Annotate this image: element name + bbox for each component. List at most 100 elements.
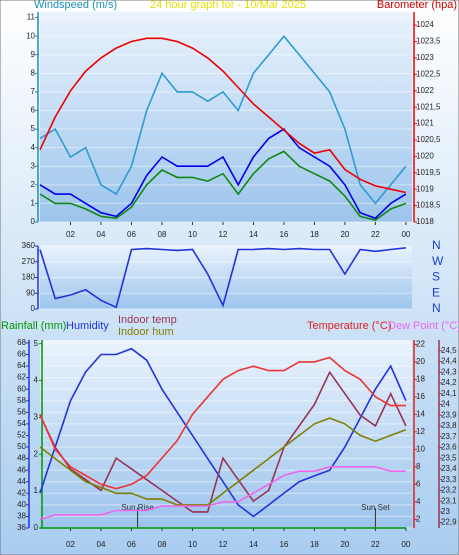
x-tick-label: 16 [279,230,288,239]
x-tick-label: 04 [97,540,106,549]
x-tick-label: 22 [371,540,380,549]
x-tick-label: 18 [310,540,319,549]
y4-tick-label: 22,9 [441,518,457,527]
x-tick-label: 02 [66,230,75,239]
y-tick-label: 0 [31,217,36,226]
y2-tick-label: 16 [416,392,425,401]
x-tick-label: 14 [249,540,258,549]
y-tick-label: 62 [17,373,26,382]
series-line [39,150,407,221]
y-tick-label: 38 [17,512,26,521]
y-tick-label: 46 [17,465,26,474]
y2-tick-label: 14 [416,409,425,418]
y-tick-label: 10 [26,31,35,40]
chart-title: 24 hour graph for - 10/Mar 2025 [150,0,306,11]
y-tick-label: 48 [17,454,26,463]
y-tick-label: 8 [31,68,36,77]
legend-label: Indoor temp [118,314,177,326]
y2-tick-label: N [432,238,441,252]
y2-axis-title: Barometer (hpa) [377,0,457,11]
x-tick-label: 00 [401,540,410,549]
y4-tick-label: 24,5 [441,346,457,355]
y2-tick-label: 6 [416,479,421,488]
y2-tick-label: 1020,5 [416,135,441,144]
x-tick-label: 02 [66,540,75,549]
y3-tick-label: 5 [34,339,39,348]
plot-area [40,12,412,222]
series-line [39,417,407,506]
y-tick-label: 90 [26,288,35,297]
y-tick-label: 52 [17,431,26,440]
x-tick-label: 08 [158,540,167,549]
y4-tick-label: 23,8 [441,421,457,430]
y-tick-label: 54 [17,419,26,428]
series-line [39,370,407,513]
y2-tick-label: 1023 [416,53,434,62]
series-line [39,34,407,205]
y2-tick-label: 1021 [416,119,434,128]
y-tick-label: 4 [31,143,36,152]
x-tick-label: 00 [401,230,410,239]
series-line [39,128,407,220]
y2-tick-label: 12 [416,427,425,436]
x-tick-label: 06 [127,540,136,549]
y4-tick-label: 23,2 [441,486,457,495]
y4-tick-label: 23,9 [441,410,457,419]
y2-tick-label: S [432,270,440,284]
y4-tick-label: 24,1 [441,389,457,398]
y2-tick-label: 1019 [416,184,434,193]
y-tick-label: 7 [31,87,36,96]
y2-tick-label: 22 [416,339,425,348]
y2-tick-label: N [432,301,441,315]
x-tick-label: 04 [97,230,106,239]
y2-tick-label: 1021,5 [416,102,441,111]
x-tick-label: 10 [188,230,197,239]
y-tick-label: 11 [27,13,36,22]
y2-tick-label: 8 [416,462,421,471]
y2-tick-label: 1019,5 [416,168,441,177]
series-line [39,466,406,521]
y3-tick-label: 2 [34,449,39,458]
y4-tick-label: 23 [441,507,450,516]
y-tick-label: 60 [17,384,26,393]
y-tick-label: 5 [31,124,36,133]
y2-tick-label: 1023,5 [416,37,441,46]
x-tick-label: 12 [218,230,227,239]
y-tick-label: 42 [17,488,26,497]
y4-tick-label: 23,7 [441,432,457,441]
annotation: Sun Set [361,503,390,512]
y4-tick-label: 24,2 [441,378,457,387]
y2-tick-label: 1020 [416,151,434,160]
x-tick-label: 08 [158,230,167,239]
y4-tick-label: 24,4 [441,357,457,366]
y-tick-label: 0 [31,304,36,313]
y2-tick-label: 1022,5 [416,69,441,78]
y2-tick-label: 20 [416,357,425,366]
x-tick-label: 20 [340,230,349,239]
y-tick-label: 64 [17,361,26,370]
y-tick-label: 6 [31,106,36,115]
x-tick-label: 12 [218,540,227,549]
y2-tick-label: 1024 [416,20,434,29]
series-line [39,247,406,309]
y-tick-label: 360 [22,241,36,250]
y2-tick-label: 2 [416,514,421,523]
y2-tick-label: 1022 [416,86,434,95]
y3-tick-label: 1 [34,486,39,495]
series-line [39,37,407,194]
x-tick-label: 06 [127,230,136,239]
y3-tick-label: 4 [34,376,39,385]
y-tick-label: 44 [17,477,26,486]
x-tick-label: 22 [371,230,380,239]
y4-tick-label: 24,3 [441,367,457,376]
y2-tick-label: 1018,5 [416,201,441,210]
x-tick-label: 18 [310,230,319,239]
y-tick-label: 270 [22,257,36,266]
x-tick-label: 14 [249,230,258,239]
y-tick-label: 2 [31,180,36,189]
y-tick-label: 40 [17,500,26,509]
legend-label: Rainfall (mm) [1,320,66,332]
x-tick-label: 20 [340,540,349,549]
legend-label: Indoor hum [118,326,174,338]
y-tick-label: 68 [17,338,26,347]
